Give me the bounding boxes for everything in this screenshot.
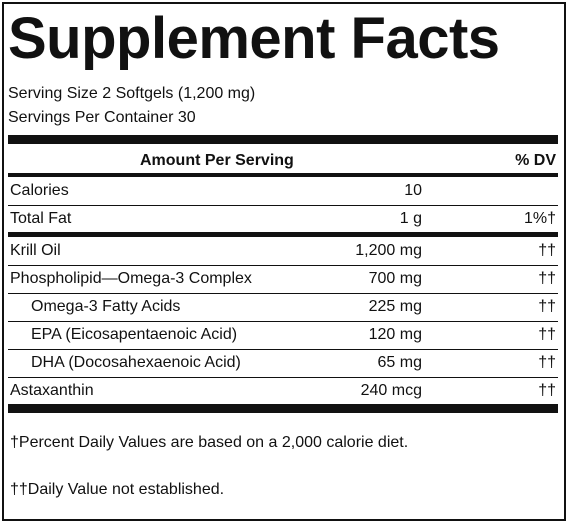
row-dha-amount: 65 mg bbox=[377, 354, 422, 371]
bottom-thick-rule bbox=[8, 404, 558, 413]
row-divider bbox=[8, 293, 558, 294]
row-astaxanthin-dv: †† bbox=[538, 382, 556, 399]
header-amount-per-serving: Amount Per Serving bbox=[140, 152, 294, 169]
row-astaxanthin-name: Astaxanthin bbox=[10, 382, 94, 399]
row-omega-3-dv: †† bbox=[538, 298, 556, 315]
supplement-facts-panel bbox=[2, 2, 566, 521]
row-dha-name: DHA (Docosahexaenoic Acid) bbox=[31, 354, 241, 371]
row-epa-name: EPA (Eicosapentaenoic Acid) bbox=[31, 326, 238, 343]
section-rule bbox=[8, 232, 558, 237]
row-astaxanthin-amount: 240 mcg bbox=[360, 382, 422, 399]
row-krill-oil-name: Krill Oil bbox=[10, 242, 61, 259]
row-total-fat-dv: 1%† bbox=[523, 210, 556, 227]
footnote-percent-dv: †Percent Daily Values are based on a 2,0… bbox=[10, 434, 409, 451]
row-total-fat-amount: 1 g bbox=[399, 210, 422, 227]
row-krill-oil-dv: †† bbox=[538, 242, 556, 259]
row-krill-oil-amount: 1,200 mg bbox=[355, 242, 422, 259]
row-epa-dv: †† bbox=[538, 326, 556, 343]
row-divider bbox=[8, 377, 558, 378]
row-divider bbox=[8, 265, 558, 266]
row-epa-amount: 120 mg bbox=[368, 326, 422, 343]
row-phospholipid-amount: 700 mg bbox=[368, 270, 422, 287]
footnote-dv-not-established: ††Daily Value not established. bbox=[10, 481, 225, 498]
row-phospholipid-name: Phospholipid—Omega-3 Complex bbox=[10, 270, 252, 287]
top-thick-rule bbox=[8, 135, 558, 144]
header-rule bbox=[8, 173, 558, 177]
row-phospholipid-dv: †† bbox=[538, 270, 556, 287]
serving-size: Serving Size 2 Softgels (1,200 mg) bbox=[8, 85, 256, 102]
row-divider bbox=[8, 349, 558, 350]
header-dv: % DV bbox=[515, 152, 556, 169]
row-divider bbox=[8, 321, 558, 322]
panel-title: Supplement Facts bbox=[8, 6, 500, 71]
row-divider bbox=[8, 205, 558, 206]
row-total-fat-name: Total Fat bbox=[10, 210, 72, 227]
servings-per-container: Servings Per Container 30 bbox=[8, 109, 196, 126]
row-dha-dv: †† bbox=[538, 354, 556, 371]
row-omega-3-amount: 225 mg bbox=[368, 298, 422, 315]
row-omega-3-name: Omega-3 Fatty Acids bbox=[31, 298, 181, 315]
row-calories-name: Calories bbox=[10, 182, 69, 199]
row-calories-amount: 10 bbox=[404, 182, 422, 199]
